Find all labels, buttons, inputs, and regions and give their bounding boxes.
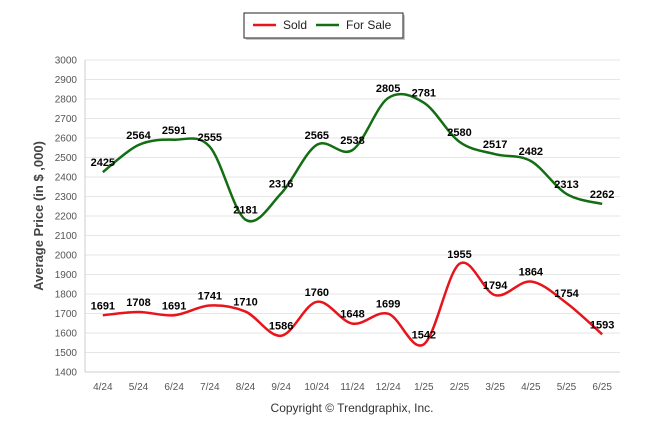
data-label-sold: 1754 [554,288,579,300]
y-tick-label: 1400 [55,368,78,379]
data-label-sold: 1710 [233,297,257,309]
series-line-sold [102,261,603,347]
data-label-for-sale: 2580 [447,127,471,139]
data-label-for-sale: 2555 [198,132,222,144]
data-label-for-sale: 2425 [91,157,115,169]
legend-entry-for-sale: For Sale [346,18,392,32]
x-axis-ticks: 4/24 5/24 6/24 7/24 8/24 9/24 10/24 11/24 12/24 1… [93,382,612,393]
y-tick-label: 2400 [55,173,78,184]
x-tick-label: 9/24 [271,382,291,393]
x-tick-label: 4/25 [521,382,541,393]
data-label-sold: 1708 [126,297,150,309]
x-tick-label: 10/24 [304,382,329,393]
data-label-for-sale: 2262 [590,189,614,201]
legend-entry-sold: Sold [283,18,307,32]
data-labels: 1691 1708 1691 1741 1710 1586 1760 1648 1699 1542… [91,83,615,341]
data-label-sold: 1586 [269,321,293,333]
data-label-sold: 1648 [340,309,364,321]
x-tick-label: 12/24 [376,382,401,393]
y-axis-label: Average Price (in $ ,000) [31,141,46,291]
data-label-for-sale: 2591 [162,125,186,137]
data-label-sold: 1864 [519,267,544,279]
y-axis-ticks: 1400 1500 1600 1700 1800 1900 2000 2100 2200 2300… [55,56,78,379]
y-tick-label: 1900 [55,270,78,281]
data-label-sold: 1542 [412,329,436,341]
x-tick-label: 6/24 [164,382,184,393]
y-tick-label: 2200 [55,212,78,223]
data-label-for-sale: 2316 [269,178,293,190]
data-label-for-sale: 2564 [126,130,151,142]
data-label-for-sale: 2313 [554,179,578,191]
data-label-sold: 1691 [162,300,186,312]
y-tick-label: 1800 [55,290,78,301]
x-tick-label: 2/25 [450,382,470,393]
y-tick-label: 1600 [55,329,78,340]
x-tick-label: 7/24 [200,382,220,393]
x-tick-label: 3/25 [485,382,505,393]
gridlines [84,59,620,373]
data-label-sold: 1955 [447,249,471,261]
x-tick-label: 1/25 [414,382,434,393]
series-lines [102,92,603,347]
x-tick-label: 8/24 [236,382,256,393]
y-tick-label: 1700 [55,309,78,320]
y-tick-label: 2600 [55,134,78,145]
y-tick-label: 1500 [55,348,78,359]
x-tick-label: 4/24 [93,382,113,393]
data-label-for-sale: 2517 [483,139,507,151]
y-tick-label: 2100 [55,231,78,242]
copyright-footer: Copyright © Trendgraphix, Inc. [271,401,434,415]
x-tick-label: 6/25 [592,382,612,393]
data-label-sold: 1699 [376,299,400,311]
y-tick-label: 2500 [55,153,78,164]
x-tick-label: 5/25 [557,382,577,393]
data-label-for-sale: 2805 [376,83,400,95]
data-label-sold: 1741 [198,291,222,303]
y-tick-label: 2300 [55,192,78,203]
data-label-sold: 1760 [305,287,329,299]
data-label-for-sale: 2482 [519,146,543,158]
y-tick-label: 3000 [55,56,78,67]
data-label-sold: 1691 [91,300,115,312]
series-line-for-sale [102,92,603,223]
y-tick-label: 2700 [55,114,78,125]
y-tick-label: 2800 [55,95,78,106]
x-tick-label: 5/24 [129,382,149,393]
data-label-for-sale: 2181 [233,205,257,217]
legend: Sold For Sale [243,12,405,40]
data-label-for-sale: 2538 [340,135,364,147]
data-label-sold: 1794 [483,280,508,292]
data-label-sold: 1593 [590,319,614,331]
x-tick-label: 11/24 [340,382,365,393]
y-tick-label: 2900 [55,75,78,86]
data-label-for-sale: 2565 [305,130,329,142]
y-tick-label: 2000 [55,251,78,262]
data-label-for-sale: 2781 [412,88,436,100]
